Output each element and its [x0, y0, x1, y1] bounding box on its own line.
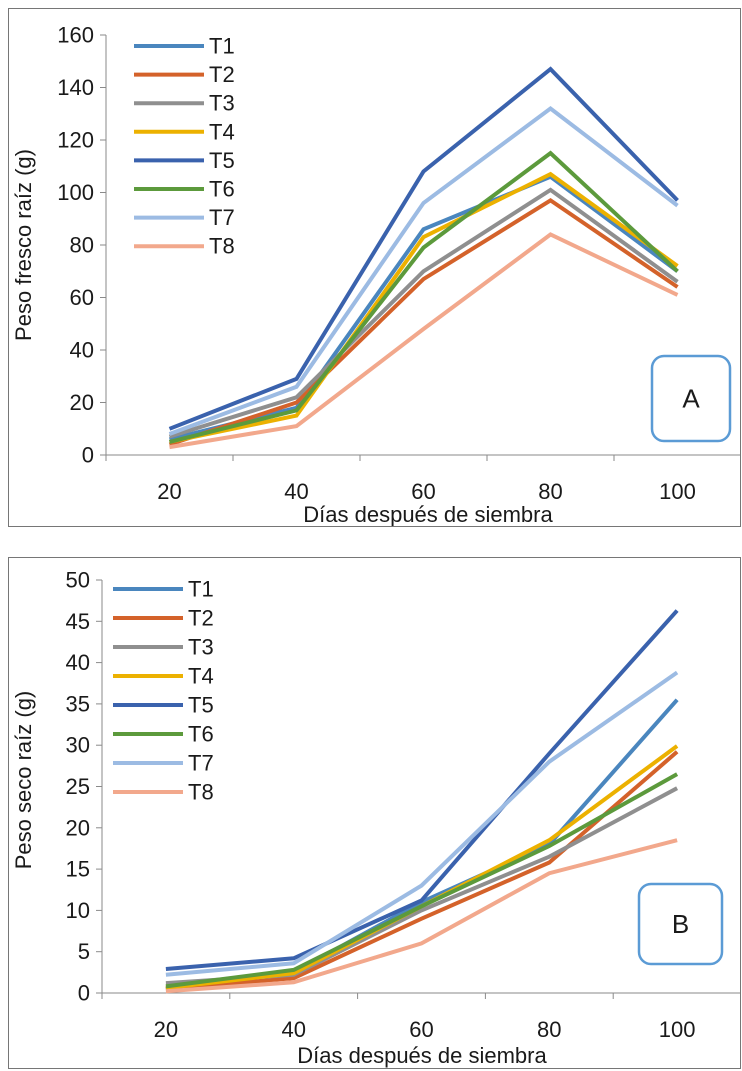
y-tick-label: 160 — [57, 23, 94, 48]
series-line-t6 — [165, 772, 679, 989]
series-line-t1 — [165, 698, 679, 991]
y-tick-label: 5 — [78, 939, 90, 964]
y-tick-label: 20 — [66, 815, 90, 840]
x-tick-label: 20 — [154, 1017, 178, 1042]
panel-label-box — [650, 354, 732, 443]
legend-label-t3: T3 — [209, 91, 235, 116]
series-line-t7 — [168, 105, 679, 436]
y-tick-label: 80 — [70, 233, 94, 258]
y-tick-label: 25 — [66, 774, 90, 799]
legend-label-t2: T2 — [209, 62, 235, 87]
y-tick-label: 35 — [66, 691, 90, 716]
series-line-t6 — [169, 150, 679, 444]
series-line-t3 — [168, 187, 679, 439]
x-tick-label: 100 — [659, 1017, 696, 1042]
y-tick-label: 120 — [57, 128, 94, 153]
x-tick-label: 100 — [659, 479, 696, 504]
y-axis-title: Peso seco raíz (g) — [11, 691, 36, 870]
y-tick-label: 10 — [66, 898, 90, 923]
legend-label-t3: T3 — [188, 635, 214, 660]
chart-panel-b: 0 5 10 15 20 25 30 35 40 45 50 20 40 60 80 100 Días desp… — [8, 557, 741, 1069]
chart-b-svg: 0 5 10 15 20 25 30 35 40 45 50 20 40 60 80 100 Días desp… — [11, 568, 740, 1068]
y-tick-label: 50 — [66, 568, 90, 593]
x-tick-label: 80 — [538, 479, 562, 504]
y-tick-label: 30 — [66, 733, 90, 758]
series-line-t7 — [165, 670, 679, 977]
legend-label-t4: T4 — [188, 664, 214, 689]
legend-label-t1: T1 — [188, 577, 214, 602]
legend-label-t1: T1 — [209, 34, 235, 59]
legend-label-t7: T7 — [188, 751, 214, 776]
legend-label-t4: T4 — [209, 119, 235, 144]
y-tick-label: 0 — [82, 443, 94, 468]
legend-label-t7: T7 — [209, 205, 235, 230]
x-tick-label: 80 — [537, 1017, 561, 1042]
legend-label-t6: T6 — [188, 722, 214, 747]
y-tick-label: 40 — [70, 338, 94, 363]
x-tick-label: 60 — [411, 479, 435, 504]
series-line-t8 — [169, 232, 679, 450]
panel-label: A — [682, 384, 700, 414]
legend-label-t5: T5 — [188, 693, 214, 718]
x-tick-label: 40 — [284, 479, 308, 504]
y-tick-label: 100 — [57, 180, 94, 205]
legend-label-t5: T5 — [209, 148, 235, 173]
series-line-t5 — [168, 66, 679, 431]
series-line-t2 — [168, 198, 679, 447]
y-tick-label: 45 — [66, 609, 90, 634]
chart-panel-a: 0 20 40 60 80 100 120 140 160 20 40 60 80 100 Días des… — [8, 8, 741, 527]
x-axis-title: Días después de siembra — [297, 1043, 547, 1068]
legend-label-t8: T8 — [188, 780, 214, 805]
x-tick-label: 60 — [409, 1017, 433, 1042]
series-line-t4 — [165, 744, 679, 990]
y-tick-label: 20 — [70, 390, 94, 415]
legend-label-t2: T2 — [188, 606, 214, 631]
y-tick-label: 140 — [57, 75, 94, 100]
x-axis-title: Días después de siembra — [303, 502, 553, 526]
series-line-t2 — [165, 750, 679, 991]
x-tick-label: 20 — [157, 479, 181, 504]
y-tick-label: 0 — [78, 981, 90, 1006]
y-tick-label: 40 — [66, 650, 90, 675]
series-line-t4 — [169, 171, 679, 444]
series-line-t5 — [165, 609, 679, 971]
panel-label-box — [637, 882, 724, 966]
legend-label-t8: T8 — [209, 234, 235, 259]
panel-label: B — [672, 909, 689, 939]
y-tick-label: 15 — [66, 857, 90, 882]
y-tick-label: 60 — [70, 285, 94, 310]
x-tick-label: 40 — [281, 1017, 305, 1042]
y-axis-title: Peso fresco raíz (g) — [11, 149, 36, 341]
legend-label-t6: T6 — [209, 177, 235, 202]
chart-a-svg: 0 20 40 60 80 100 120 140 160 20 40 60 80 100 Días des… — [11, 23, 740, 526]
series-line-t8 — [165, 838, 678, 994]
